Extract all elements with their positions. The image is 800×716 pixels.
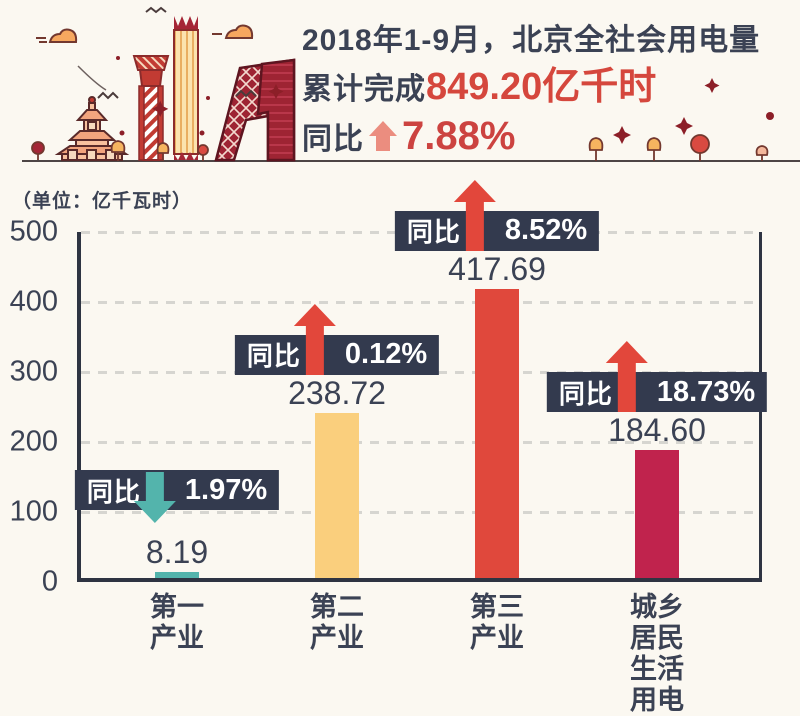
bird-icon xyxy=(77,6,257,100)
y-axis: 500 400 300 200 100 0 xyxy=(0,216,60,598)
bar-group-residential: 同比 18.73% 184.60 城乡居民 生活用电 xyxy=(546,232,768,715)
yoy-badge: 同比 18.73% xyxy=(546,341,768,413)
y-tick-label: 400 xyxy=(9,285,58,318)
title-line3-value: 7.88% xyxy=(402,114,516,158)
bar-value-label: 184.60 xyxy=(608,412,706,449)
y-tick-label: 0 xyxy=(41,565,58,598)
beijing-skyline-illustration xyxy=(22,6,800,162)
bar-value-label: 417.69 xyxy=(448,250,546,287)
title-line2-value: 849.20亿千时 xyxy=(426,66,657,108)
plot-area: 同比 1.97% 8.19 第一产业 同比 0.12% 238.72 第二产业 … xyxy=(74,179,768,715)
gridline xyxy=(81,301,759,304)
title-line2-prefix: 累计完成 xyxy=(302,73,426,106)
sparkle-icon xyxy=(116,56,774,144)
cloud-icon xyxy=(36,24,254,43)
y-tick-label: 300 xyxy=(9,355,58,388)
up-arrow-icon xyxy=(369,121,397,151)
category-label: 城乡居民 生活用电 xyxy=(630,592,684,715)
up-arrow-icon xyxy=(605,341,648,413)
gridline xyxy=(81,441,759,444)
bar xyxy=(155,572,199,578)
bar-value-label: 238.72 xyxy=(288,374,386,411)
yoy-value-label: 18.73% xyxy=(656,375,756,408)
y-tick-label: 200 xyxy=(9,425,58,458)
bar xyxy=(315,412,359,578)
y-tick-label: 500 xyxy=(9,215,58,248)
yoy-badge: 同比 1.97% xyxy=(74,470,280,524)
skyscraper xyxy=(173,16,199,160)
yoy-badge: 同比 8.52% xyxy=(394,179,600,251)
yoy-value-label: 1.97% xyxy=(184,473,268,506)
bar-group-secondary-industry: 同比 0.12% 238.72 第二产业 xyxy=(234,232,440,653)
tree-icon xyxy=(31,134,769,161)
category-label: 第三产业 xyxy=(470,592,524,653)
yoy-prefix-label: 同比 xyxy=(558,378,613,409)
infographic-page: { "page": { "background": "#FBF8F1" }, "… xyxy=(0,6,800,715)
bar-group-tertiary-industry: 同比 8.52% 417.69 第三产业 xyxy=(394,179,600,653)
cctv-building xyxy=(214,58,296,162)
up-arrow-icon xyxy=(453,179,496,251)
category-label: 第二产业 xyxy=(310,592,364,653)
title-line1: 2018年1-9月，北京全社会用电量 xyxy=(302,24,761,57)
up-arrow-icon xyxy=(293,303,336,375)
yoy-value-label: 8.52% xyxy=(504,214,588,247)
yoy-prefix-label: 同比 xyxy=(86,476,141,507)
bar xyxy=(635,450,679,578)
yoy-prefix-label: 同比 xyxy=(246,341,301,372)
bar xyxy=(475,288,519,578)
down-arrow-icon xyxy=(133,472,176,524)
unit-label: （单位：亿千瓦时） xyxy=(12,191,193,212)
gridline xyxy=(81,511,759,514)
bar-value-label: 8.19 xyxy=(145,534,209,571)
temple-of-heaven xyxy=(54,96,130,161)
monument-tower xyxy=(132,55,170,161)
yoy-value-label: 0.12% xyxy=(344,338,428,371)
category-label: 第一产业 xyxy=(150,592,204,653)
header-title-block: 2018年1-9月，北京全社会用电量 累计完成 849.20亿千时 同比 7.8… xyxy=(302,18,794,163)
title-line3-prefix: 同比 xyxy=(302,123,364,156)
yoy-badge: 同比 0.12% xyxy=(234,303,440,375)
yoy-prefix-label: 同比 xyxy=(406,217,461,248)
bar-group-primary-industry: 同比 1.97% 8.19 第一产业 xyxy=(74,232,280,653)
y-tick-label: 100 xyxy=(9,495,58,528)
